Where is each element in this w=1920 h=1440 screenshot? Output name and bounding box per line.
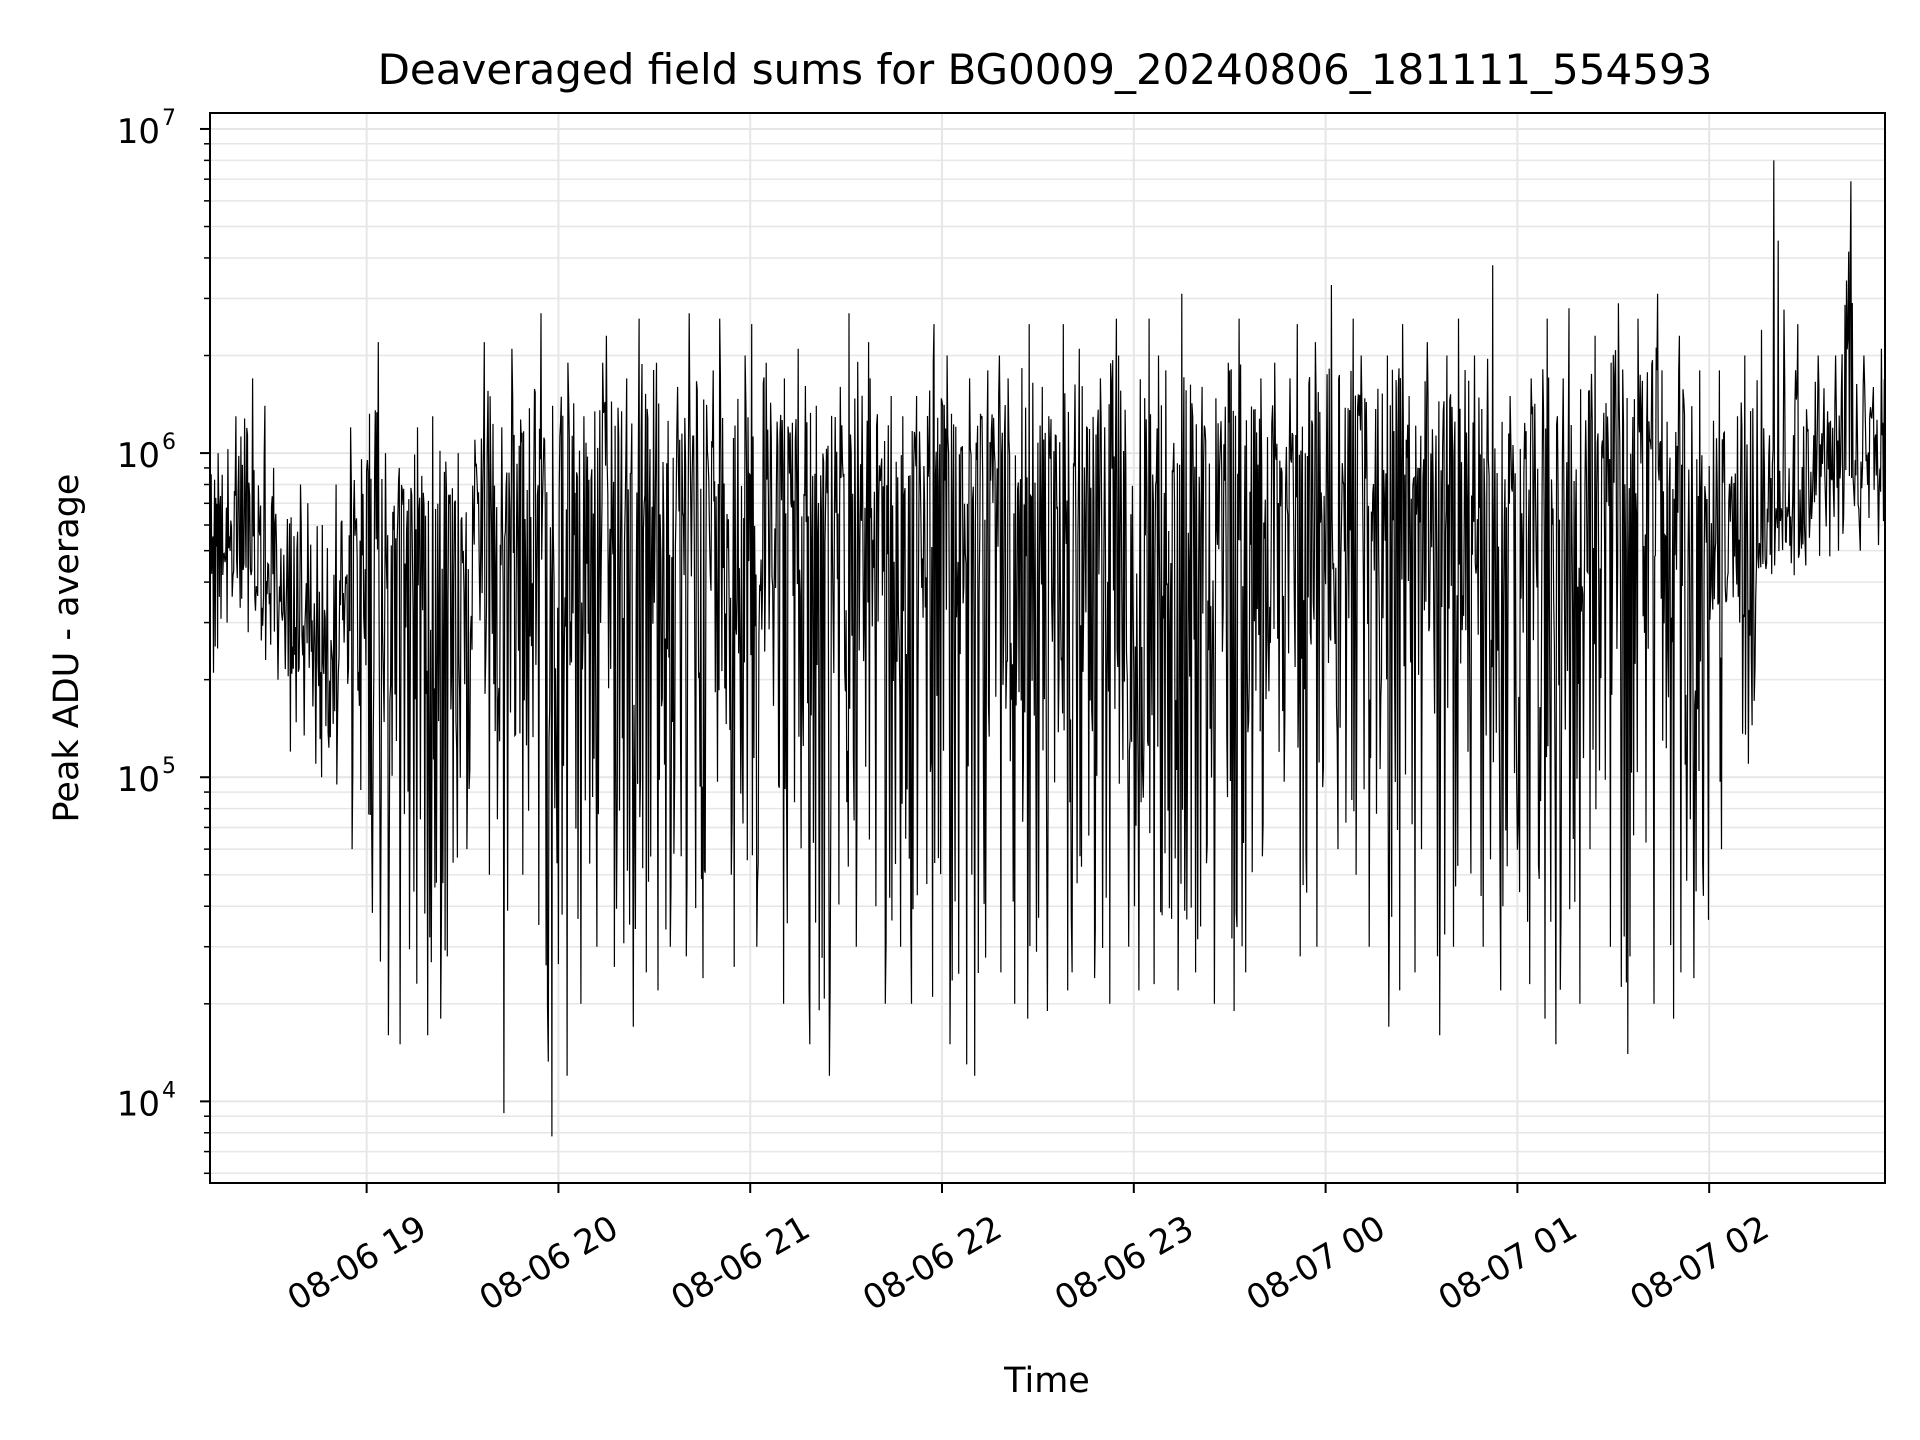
data-series: [209, 160, 1885, 1137]
y-tick-label: 10: [117, 436, 160, 476]
y-tick-label: 10: [117, 1084, 160, 1124]
plot-frame: [209, 112, 1886, 1184]
x-axis-label: Time: [1003, 1361, 1090, 1401]
y-tick-exponent: 4: [162, 1078, 176, 1103]
y-tick-exponent: 7: [162, 106, 176, 131]
y-tick-exponent: 5: [162, 754, 176, 779]
y-tick-exponent: 6: [162, 430, 176, 455]
series-line: [209, 160, 1885, 1137]
y-axis-label: Peak ADU - average: [47, 474, 87, 823]
chart-title: Deaveraged field sums for BG0009_2024080…: [378, 45, 1713, 94]
y-tick-label: 10: [117, 760, 160, 800]
y-tick-label: 10: [117, 112, 160, 152]
